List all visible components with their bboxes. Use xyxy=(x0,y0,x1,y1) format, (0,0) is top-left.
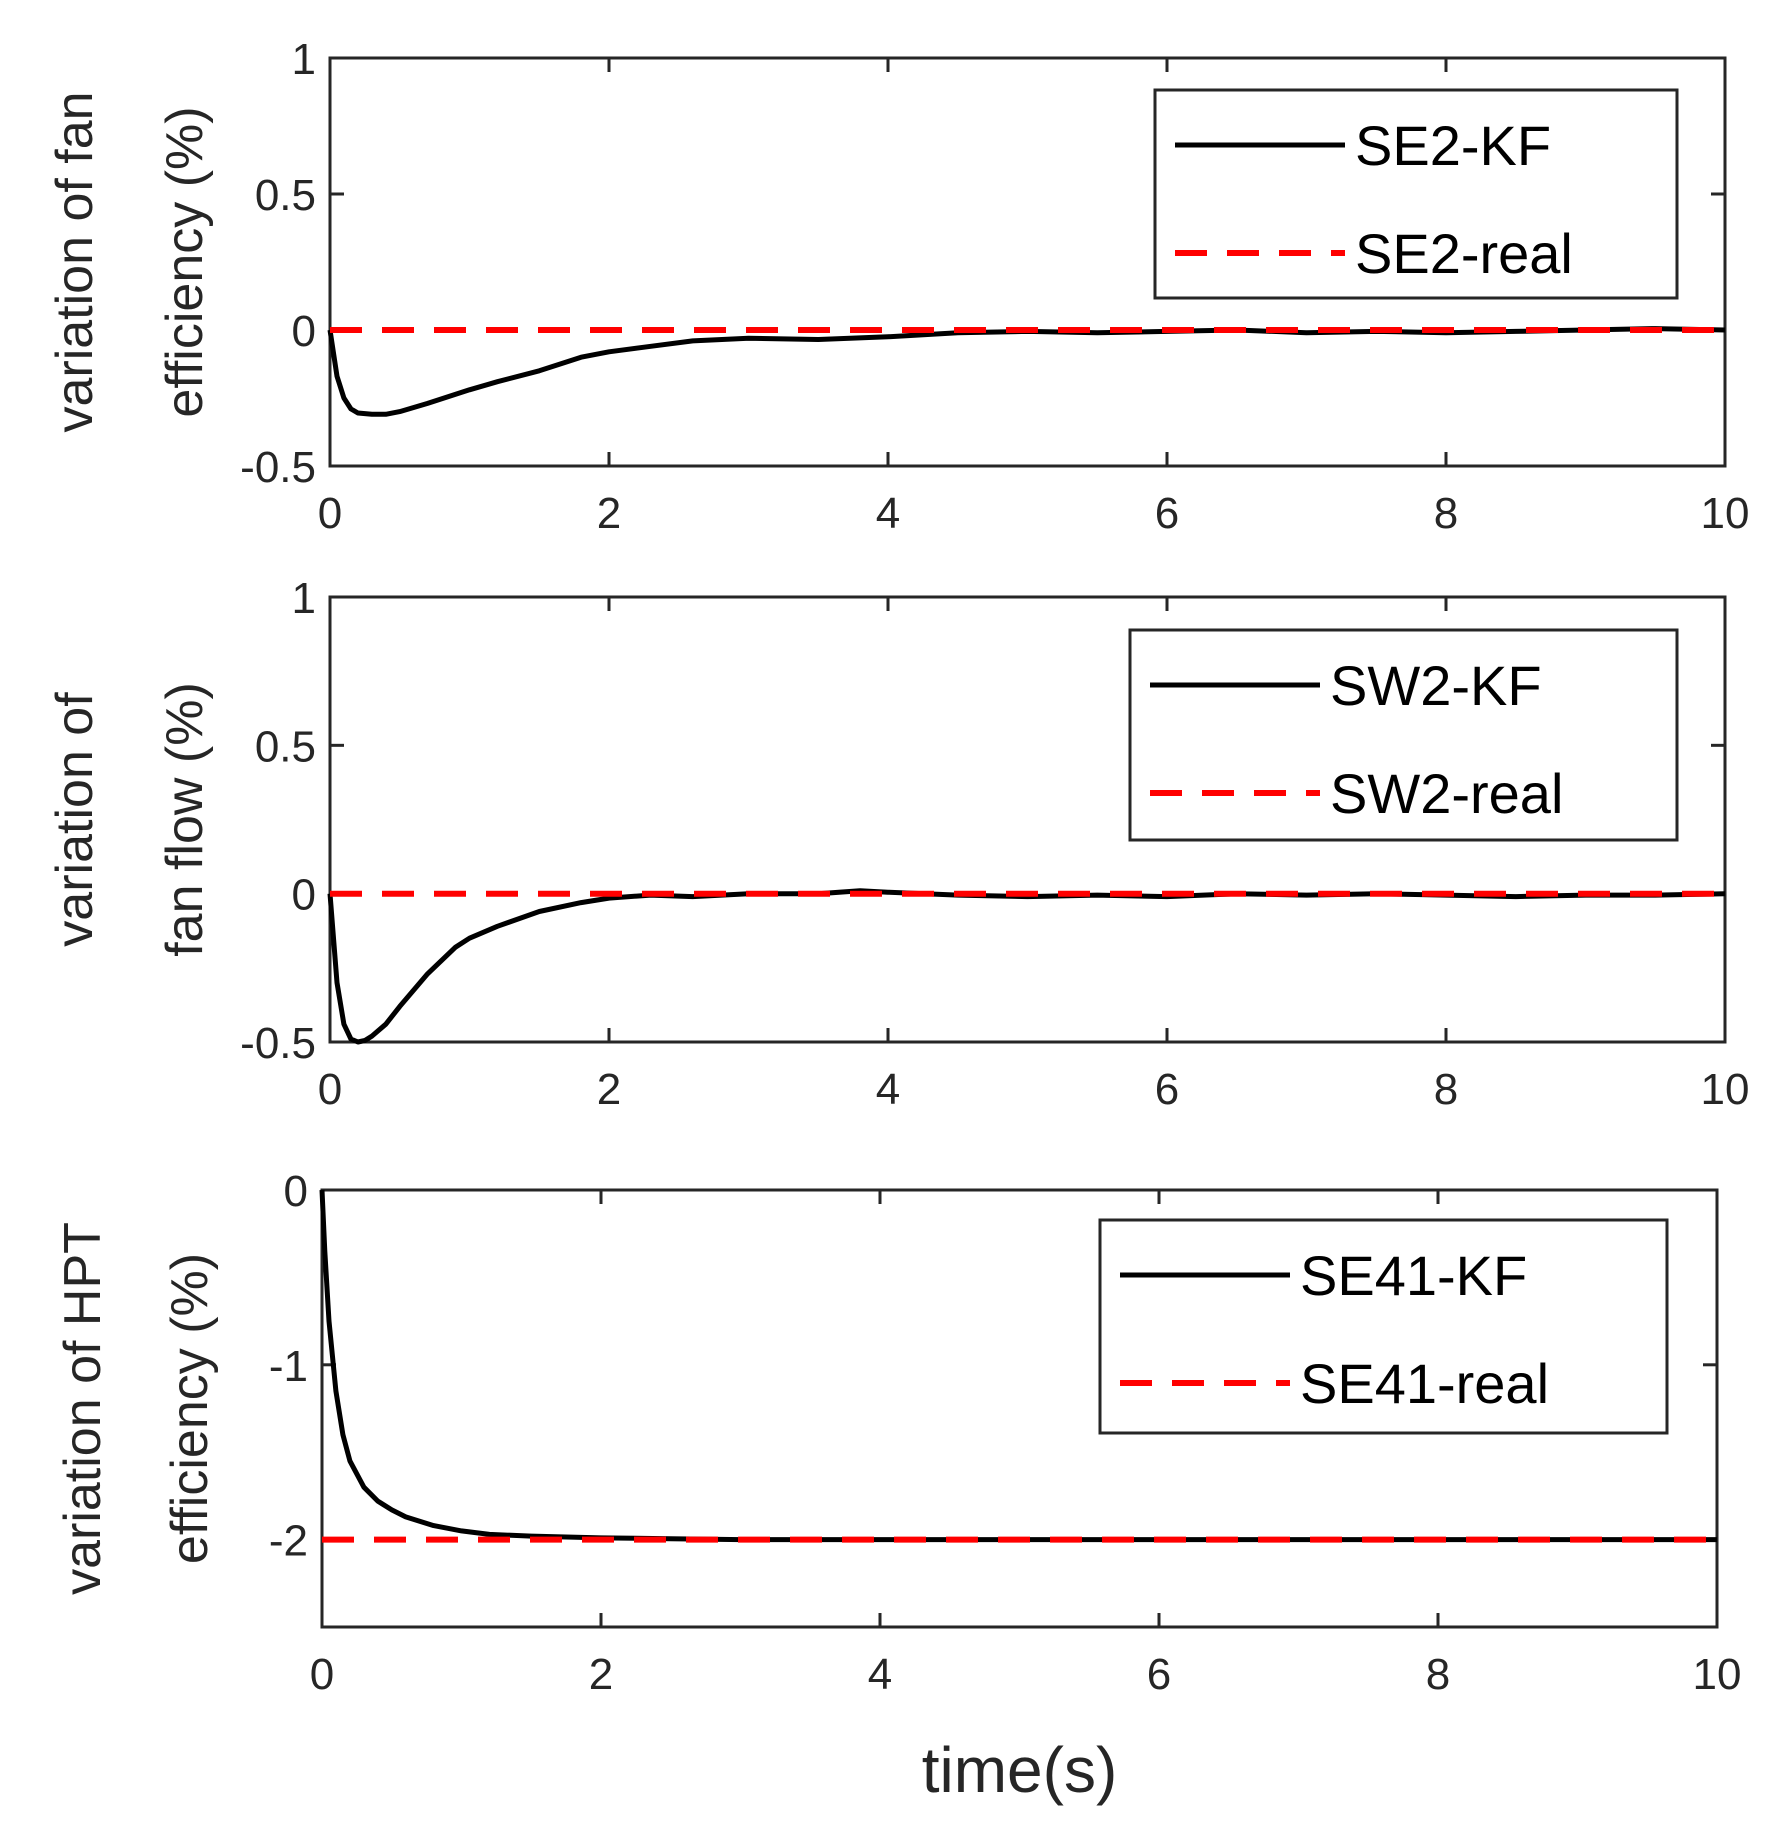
legend: SW2-KF SW2-real xyxy=(1128,628,1679,842)
x-tick-label: 6 xyxy=(1155,1065,1179,1114)
legend-box xyxy=(1098,1218,1669,1435)
legend-label: SW2-KF xyxy=(1330,654,1542,717)
x-tick-label: 2 xyxy=(589,1650,613,1699)
x-tick-label: 10 xyxy=(1701,1065,1750,1114)
y-tick-label: -0.5 xyxy=(240,443,316,492)
x-tick-label: 2 xyxy=(597,1065,621,1114)
x-tick-label: 2 xyxy=(597,489,621,538)
legend-label: SW2-real xyxy=(1330,762,1563,825)
x-tick-label: 0 xyxy=(318,1065,342,1114)
x-tick-label: 6 xyxy=(1155,489,1179,538)
y-axis-label-line-1: variation of xyxy=(46,692,104,947)
x-tick-label: 8 xyxy=(1434,489,1458,538)
y-axis-label-line-2: efficiency (%) xyxy=(156,106,214,417)
y-axis-label-line-1: variation of HPT xyxy=(54,1222,112,1595)
y-tick-label: 0.5 xyxy=(255,171,316,220)
legend: SE2-KF SE2-real xyxy=(1153,88,1679,300)
x-axis-label: time(s) xyxy=(922,1734,1118,1806)
x-tick-label: 6 xyxy=(1147,1650,1171,1699)
y-axis-label-line-1: variation of fan xyxy=(46,91,104,432)
legend-box xyxy=(1128,628,1679,842)
x-tick-label: 4 xyxy=(868,1650,892,1699)
legend-label: SE41-real xyxy=(1300,1352,1549,1415)
y-tick-label: 0 xyxy=(284,1167,308,1216)
x-tick-label: 0 xyxy=(318,489,342,538)
x-tick-label: 8 xyxy=(1426,1650,1450,1699)
legend-label: SE41-KF xyxy=(1300,1244,1527,1307)
x-tick-label: 8 xyxy=(1434,1065,1458,1114)
x-tick-label: 4 xyxy=(876,489,900,538)
x-tick-label: 10 xyxy=(1693,1650,1742,1699)
y-axis-label-line-2: efficiency (%) xyxy=(161,1253,219,1564)
y-tick-label: 0 xyxy=(292,871,316,920)
y-tick-label: 1 xyxy=(292,574,316,623)
y-axis-label-line-2: fan flow (%) xyxy=(156,682,214,957)
x-tick-label: 0 xyxy=(310,1650,334,1699)
y-tick-label: -0.5 xyxy=(240,1019,316,1068)
y-tick-label: 0.5 xyxy=(255,722,316,771)
legend: SE41-KF SE41-real xyxy=(1098,1218,1669,1435)
x-tick-label: 4 xyxy=(876,1065,900,1114)
legend-box xyxy=(1153,88,1679,300)
y-tick-label: -1 xyxy=(269,1342,308,1391)
y-tick-label: 0 xyxy=(292,307,316,356)
y-tick-label: 1 xyxy=(292,35,316,84)
legend-label: SE2-KF xyxy=(1355,114,1551,177)
y-tick-label: -2 xyxy=(269,1517,308,1566)
legend-label: SE2-real xyxy=(1355,222,1573,285)
chart-panel-3: 0 2 4 6 8 10 -2 -1 0 variation of HPT efficiency (… xyxy=(54,1167,1741,1806)
x-tick-label: 10 xyxy=(1701,489,1750,538)
